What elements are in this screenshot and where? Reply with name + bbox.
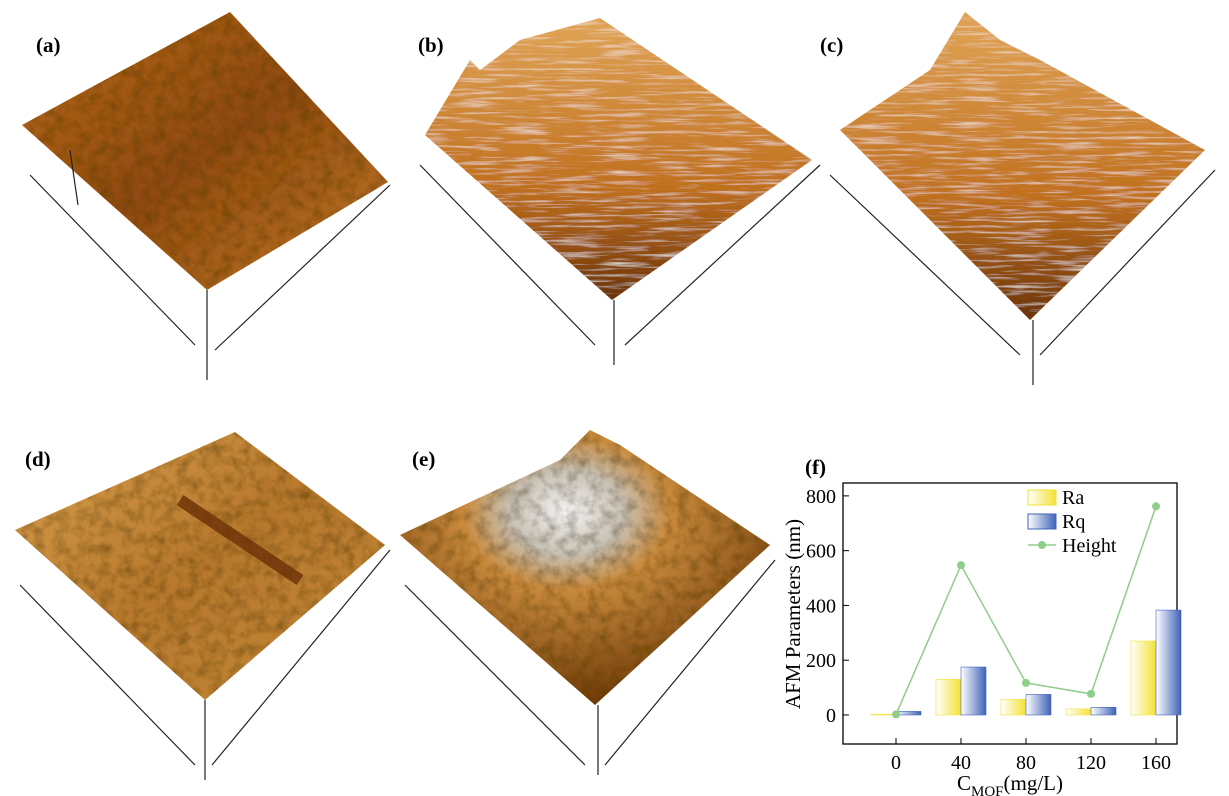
bar [936,679,961,715]
x-tick-label: 160 [1141,752,1171,774]
panel-label: (c) [820,33,843,57]
legend-swatch [1028,490,1056,505]
y-tick-label: 200 [806,650,836,672]
bar [1091,707,1116,715]
legend-label: Ra [1062,487,1084,509]
panel-label: (d) [25,447,51,471]
bar [1156,610,1181,715]
panel-label: (f) [805,455,826,479]
x-axis-title-sub: MOF [971,784,1004,796]
afm-image-c [830,12,1215,385]
legend-swatch [1028,514,1056,529]
afm-image-b [420,18,820,365]
x-axis-title-part: C [957,771,971,795]
marker [957,561,965,569]
y-tick-label: 600 [806,541,836,563]
bar [1001,699,1026,715]
y-tick-label: 0 [826,705,836,727]
afm-image-d [15,432,390,780]
panel-label: (a) [36,33,61,57]
bar [1026,694,1051,715]
panel-label: (e) [412,447,435,471]
y-tick-label: 800 [806,486,836,508]
legend-label: Rq [1062,511,1085,533]
marker [1022,679,1030,687]
bar [961,667,986,715]
bar [1131,641,1156,715]
y-tick-label: 400 [806,595,836,617]
legend-marker [1038,541,1046,549]
figure: (a) (b) (c) (d) (e) (f) AFM Parameters (… [0,0,1229,796]
x-tick-label: 80 [1016,752,1036,774]
afm-image-a [22,12,390,380]
x-tick-label: 0 [891,752,901,774]
x-axis-title: CMOF(mg/L) [957,771,1063,796]
y-axis-title: AFM Parameters (nm) [781,519,805,709]
marker [892,710,900,718]
bar [1066,709,1091,715]
marker [1087,690,1095,698]
x-tick-label: 40 [951,752,971,774]
marker [1152,502,1160,510]
x-tick-label: 120 [1076,752,1106,774]
afm-image-e [400,430,775,775]
legend-label: Height [1062,535,1117,557]
panel-label: (b) [418,33,444,57]
x-axis-title-part: (mg/L) [1004,771,1063,795]
